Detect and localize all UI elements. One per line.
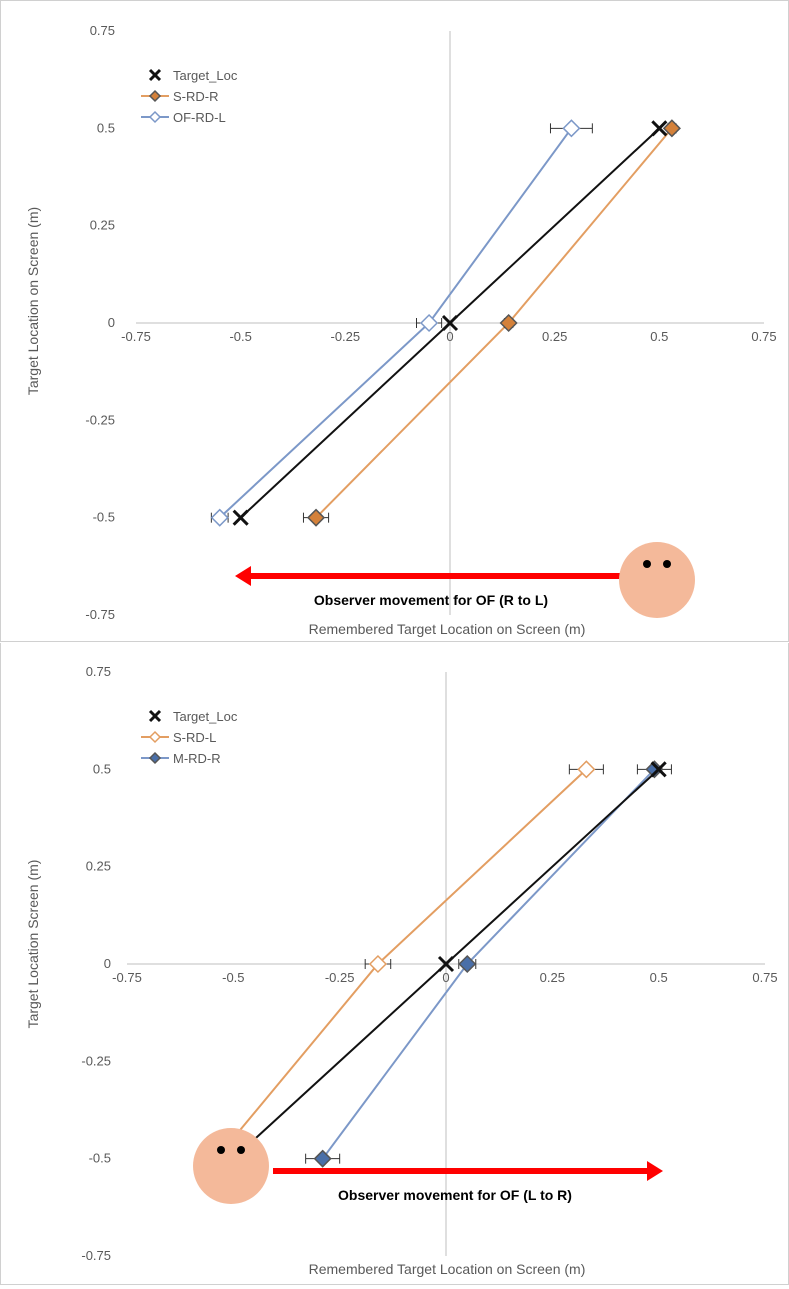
legend-marker-S-RD-R bbox=[148, 89, 162, 103]
legend-label-OF-RD-L: OF-RD-L bbox=[173, 110, 226, 125]
data-point-Target_Loc bbox=[437, 955, 455, 973]
legend-marker-Target_Loc-stroke-b bbox=[148, 68, 162, 82]
x-tick-label: 0.5 bbox=[650, 329, 668, 344]
y-tick-label: 0 bbox=[108, 315, 115, 330]
face-eye-right bbox=[663, 560, 671, 568]
face-circle bbox=[619, 542, 695, 618]
data-point-S-RD-L bbox=[368, 954, 388, 974]
x-tick-label: -0.25 bbox=[325, 970, 355, 985]
observer-arrow bbox=[273, 1161, 663, 1181]
legend-marker-Target_Loc-stroke-b bbox=[148, 709, 162, 723]
data-point-M-RD-R bbox=[313, 1149, 332, 1168]
legend-marker-S-RD-L bbox=[148, 730, 162, 744]
data-point-S-RD-R bbox=[306, 508, 326, 527]
y-tick-label: 0.5 bbox=[97, 120, 115, 135]
observer-movement-label: Observer movement for OF (R to L) bbox=[314, 592, 548, 608]
x-tick-label: -0.25 bbox=[331, 329, 361, 344]
y-tick-label: 0.5 bbox=[93, 761, 111, 776]
x-tick-label: 0 bbox=[442, 970, 449, 985]
x-tick-label: 0.25 bbox=[540, 970, 565, 985]
x-tick-label: -0.5 bbox=[222, 970, 244, 985]
x-axis-title: Remembered Target Location on Screen (m) bbox=[309, 621, 586, 637]
y-tick-label: -0.5 bbox=[89, 1151, 111, 1166]
x-tick-label: -0.75 bbox=[112, 970, 142, 985]
observer-face-icon bbox=[619, 542, 695, 618]
observer-arrow bbox=[235, 566, 629, 586]
data-point-M-RD-R bbox=[458, 954, 477, 974]
legend-label-S-RD-R: S-RD-R bbox=[173, 89, 219, 104]
x-tick-label: 0.75 bbox=[751, 329, 776, 344]
y-tick-label: 0 bbox=[104, 956, 111, 971]
legend-label-S-RD-L: S-RD-L bbox=[173, 730, 216, 745]
y-tick-label: -0.25 bbox=[81, 1053, 111, 1068]
data-point-Target_Loc bbox=[651, 120, 668, 137]
face-eye-right bbox=[237, 1146, 245, 1154]
legend-marker-Target_Loc bbox=[148, 68, 162, 82]
face-circle bbox=[193, 1128, 269, 1204]
arrow-head bbox=[235, 566, 251, 586]
legend-label-M-RD-R: M-RD-R bbox=[173, 751, 221, 766]
data-point-Target_Loc-stroke-b bbox=[651, 120, 668, 137]
data-point-Target_Loc bbox=[232, 509, 249, 526]
legend-marker-M-RD-R bbox=[148, 751, 162, 765]
y-tick-label: 0.25 bbox=[90, 218, 115, 233]
arrow-head bbox=[647, 1161, 663, 1181]
observer-movement-label: Observer movement for OF (L to R) bbox=[338, 1187, 572, 1203]
y-tick-label: -0.75 bbox=[81, 1248, 111, 1263]
y-axis-title: Target Location Screen (m) bbox=[25, 860, 41, 1029]
x-tick-label: -0.75 bbox=[121, 329, 151, 344]
chart-panel-top: -0.75 -0.5 -0.25 0 0.25 0.5 0.75 0.75 0.5 0.25 0 -0… bbox=[0, 0, 789, 642]
data-point-OF-RD-L bbox=[420, 313, 439, 333]
x-tick-label: 0.25 bbox=[542, 329, 567, 344]
chart-top: -0.75 -0.5 -0.25 0 0.25 0.5 0.75 0.75 0.5 0.25 0 -0… bbox=[25, 23, 777, 637]
x-tick-label: -0.5 bbox=[229, 329, 251, 344]
x-tick-label: 0.75 bbox=[752, 970, 777, 985]
legend-label-Target_Loc: Target_Loc bbox=[173, 709, 238, 724]
chart-bottom: -0.75 -0.5 -0.25 0 0.25 0.5 0.750.750.50.250-0… bbox=[25, 664, 778, 1277]
y-tick-label: -0.5 bbox=[93, 510, 115, 525]
data-point-S-RD-L bbox=[577, 760, 596, 779]
y-tick-label: -0.25 bbox=[85, 412, 115, 427]
data-point-Target_Loc bbox=[650, 761, 667, 778]
y-tick-label: -0.75 bbox=[85, 607, 115, 622]
legend-marker-Target_Loc bbox=[148, 709, 162, 723]
data-point-S-RD-R bbox=[499, 313, 518, 333]
data-point-Target_Loc-stroke-b bbox=[232, 509, 249, 526]
chart-panel-bottom: -0.75 -0.5 -0.25 0 0.25 0.5 0.75 0.75 0.5 0.25 0 -0… bbox=[0, 643, 789, 1285]
y-tick-label: 0.75 bbox=[86, 664, 111, 679]
x-tick-label: 0 bbox=[446, 329, 453, 344]
data-point-OF-RD-L bbox=[210, 508, 229, 527]
y-tick-label: 0.75 bbox=[90, 23, 115, 38]
data-point-S-RD-R bbox=[662, 119, 681, 138]
face-eye-left bbox=[643, 560, 651, 568]
data-point-Target_Loc-stroke-b bbox=[650, 761, 667, 778]
y-axis-title: Target Location on Screen (m) bbox=[25, 207, 41, 395]
observer-face-icon bbox=[193, 1128, 269, 1204]
legend-marker-OF-RD-L bbox=[148, 110, 162, 124]
x-tick-label: 0.5 bbox=[650, 970, 668, 985]
face-eye-left bbox=[217, 1146, 225, 1154]
legend-label-Target_Loc: Target_Loc bbox=[173, 68, 238, 83]
data-point-Target_Loc bbox=[441, 314, 459, 332]
data-point-Target_Loc-stroke-b bbox=[441, 314, 459, 332]
data-point-OF-RD-L bbox=[562, 119, 581, 138]
data-point-Target_Loc-stroke-b bbox=[437, 955, 455, 973]
y-tick-label: 0.25 bbox=[86, 859, 111, 874]
x-axis-title: Remembered Target Location on Screen (m) bbox=[309, 1261, 586, 1277]
